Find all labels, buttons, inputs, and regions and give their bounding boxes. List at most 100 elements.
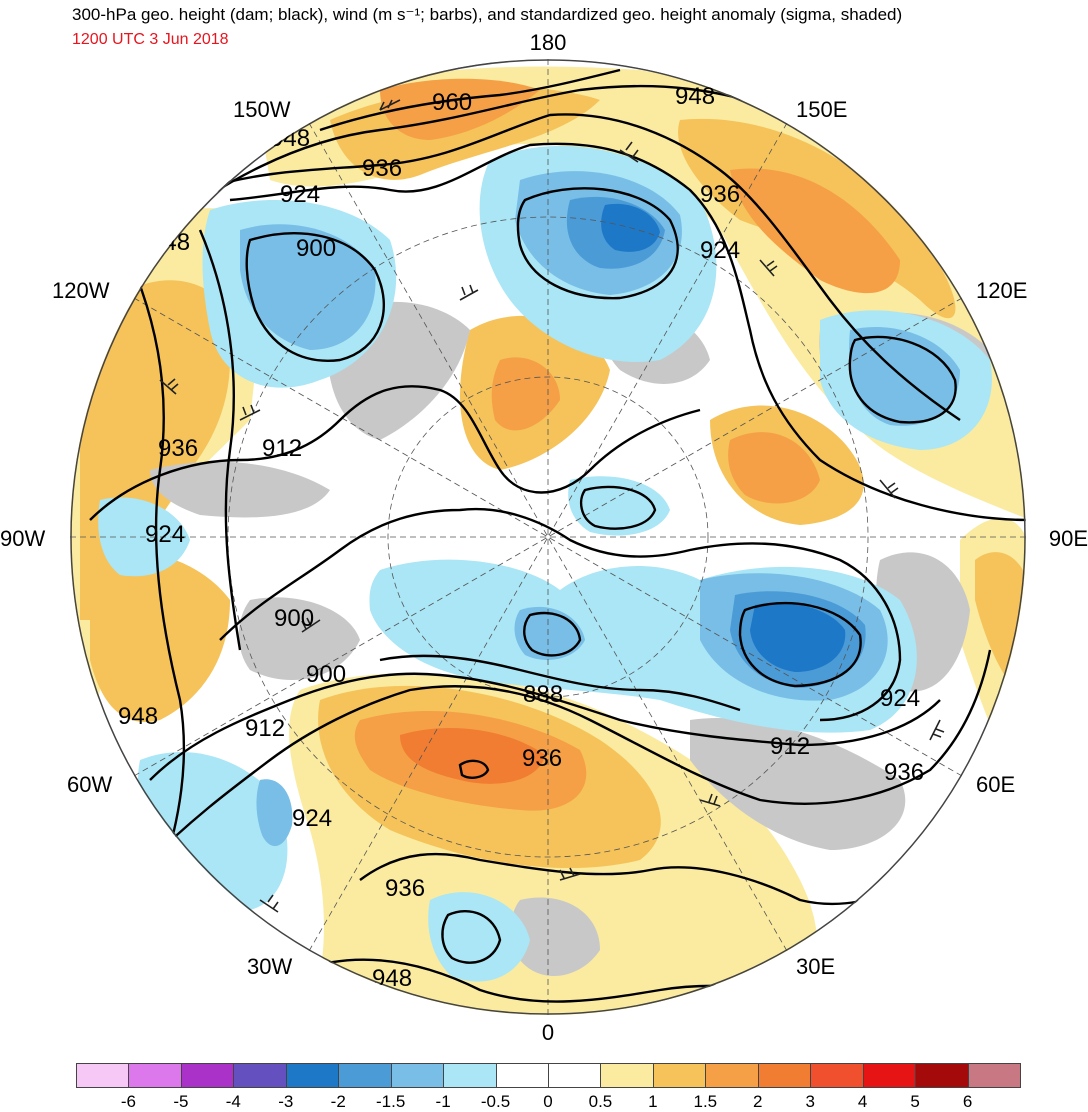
- contour-label: 948: [270, 125, 310, 152]
- lon-label-120w: 120W: [52, 278, 110, 303]
- colorbar-swatch: [548, 1063, 602, 1088]
- contour-west-meridional: [128, 259, 186, 881]
- lon-label-30e: 30E: [796, 954, 835, 979]
- anomaly-weak-negative-southwest: [256, 779, 293, 847]
- contour-912-west: [89, 385, 701, 521]
- colorbar-swatch: [705, 1063, 759, 1088]
- colorbar-swatch: [862, 1063, 917, 1088]
- contour-label: 936: [700, 181, 740, 208]
- colorbar-tick-label: 1: [648, 1092, 658, 1111]
- contour-label: 936: [158, 435, 198, 462]
- colorbar-tick-label: 4: [857, 1092, 868, 1111]
- contour-960: [319, 68, 621, 132]
- anomaly-strong-positive-east: [728, 432, 820, 504]
- anomaly-strong-positive-northeast: [730, 168, 900, 294]
- lon-label-180: 180: [530, 30, 567, 55]
- colorbar-swatch: [128, 1063, 182, 1088]
- contour-west-meridional-2: [198, 229, 242, 651]
- contour-label: 936: [522, 745, 562, 772]
- contour-closed-atlantic: [458, 759, 490, 779]
- colorbar-tick-label: 3: [805, 1092, 815, 1111]
- colorbar-swatch: [652, 1063, 707, 1088]
- anomaly-strong-negative-center: [750, 602, 846, 672]
- anomaly-positive-southwest: [90, 552, 230, 722]
- colorbar-tick-label: 1.5: [693, 1092, 718, 1111]
- contour-912-south: [149, 672, 941, 781]
- contour-label: 924: [292, 805, 332, 832]
- colorbar-swatch: [915, 1063, 969, 1088]
- contour-label: 912: [262, 435, 302, 462]
- contour-label: 912: [245, 715, 285, 742]
- colorbar-tick-label: -6: [120, 1092, 136, 1111]
- contour-label-group: 960 948 948 936 924 936 924 948 900 936 …: [118, 83, 924, 992]
- contour-label: 936: [362, 155, 402, 182]
- terrain-gray-5: [690, 718, 906, 850]
- contour-label: 924: [880, 685, 920, 712]
- contour-label: 936: [884, 759, 924, 786]
- lon-label-0: 0: [542, 1020, 554, 1045]
- colorbar-tick-label: -1.5: [376, 1092, 406, 1111]
- lon-label-60w: 60W: [67, 772, 112, 797]
- colorbar-tick-label: -2: [330, 1092, 346, 1111]
- terrain-gray-7: [238, 597, 360, 680]
- colorbar-tick-label: 6: [962, 1092, 973, 1111]
- contour-closed-north: [516, 187, 679, 300]
- contour-label: 948: [372, 965, 412, 992]
- colorbar-swatch: [338, 1063, 392, 1088]
- contour-label: 900: [306, 661, 346, 688]
- colorbar-swatch: [76, 1063, 130, 1088]
- colorbar-tick-label: -5: [173, 1092, 189, 1111]
- colorbar-swatch: [233, 1063, 287, 1088]
- contour-label: 900: [274, 605, 314, 632]
- contour-888: [379, 654, 741, 712]
- contour-label: 888: [523, 681, 563, 708]
- colorbar-swatch: [495, 1063, 549, 1088]
- anomaly-strong-positive-tongue: [491, 357, 560, 431]
- contour-label: 900: [296, 235, 336, 262]
- contour-label: 912: [770, 733, 810, 760]
- lon-label-150e: 150E: [796, 97, 847, 122]
- colorbar-swatch: [810, 1063, 864, 1088]
- colorbar-swatch: [285, 1063, 340, 1088]
- colorbar-swatch: [180, 1063, 235, 1088]
- lon-label-90w: 90W: [0, 526, 45, 551]
- colorbar-tick-label: -0.5: [480, 1092, 511, 1111]
- map-border: [70, 59, 1026, 1015]
- anomaly-faint-negative-southwest: [137, 751, 288, 910]
- contour-closed-center: [738, 601, 862, 688]
- contour-closed-small-center: [523, 611, 582, 657]
- colorbar-tick-label: 2: [753, 1092, 763, 1111]
- contour-936-north: [199, 113, 961, 421]
- contour-label: 924: [145, 521, 185, 548]
- colorbar-tick-label: -1: [435, 1092, 451, 1111]
- wind-barbs: [159, 99, 945, 913]
- colorbar-swatch: [390, 1063, 445, 1088]
- terrain-gray-2: [150, 461, 330, 518]
- map-title: 300-hPa geo. height (dam; black), wind (…: [72, 5, 903, 24]
- map-timestamp: 1200 UTC 3 Jun 2018: [72, 31, 229, 48]
- contour-label: 924: [700, 237, 740, 264]
- terrain-gray-8: [511, 897, 600, 977]
- contour-closed-small-east: [579, 485, 657, 530]
- lon-label-150w: 150W: [233, 97, 291, 122]
- anomaly-weak-negative-west: [240, 224, 376, 350]
- colorbar-swatch: [443, 1063, 497, 1088]
- colorbar-swatch: [967, 1063, 1021, 1088]
- contour-label: 948: [150, 229, 190, 256]
- colorbar-tick-label: -3: [278, 1092, 294, 1111]
- colorbar-swatch: [757, 1063, 812, 1088]
- contour-924-south: [139, 649, 992, 871]
- contour-900-west: [245, 232, 385, 362]
- lon-label-90e: 90E: [1049, 526, 1088, 551]
- contour-label: 948: [118, 703, 158, 730]
- contour-label: 948: [675, 83, 715, 110]
- contour-label: 936: [385, 875, 425, 902]
- lon-label-30w: 30W: [247, 954, 292, 979]
- lon-label-120e: 120E: [976, 278, 1027, 303]
- map-disk-content: 960 948 948 936 924 936 924 948 900 936 …: [70, 59, 1026, 1015]
- colorbar-tick-label: 0.5: [588, 1092, 613, 1111]
- colorbar-tick-label: 5: [910, 1092, 920, 1111]
- longitude-labels: 180 0 90W 90E 150W 120W 150E 120E 60W 30…: [0, 30, 1088, 1045]
- contour-closed-south: [441, 910, 502, 964]
